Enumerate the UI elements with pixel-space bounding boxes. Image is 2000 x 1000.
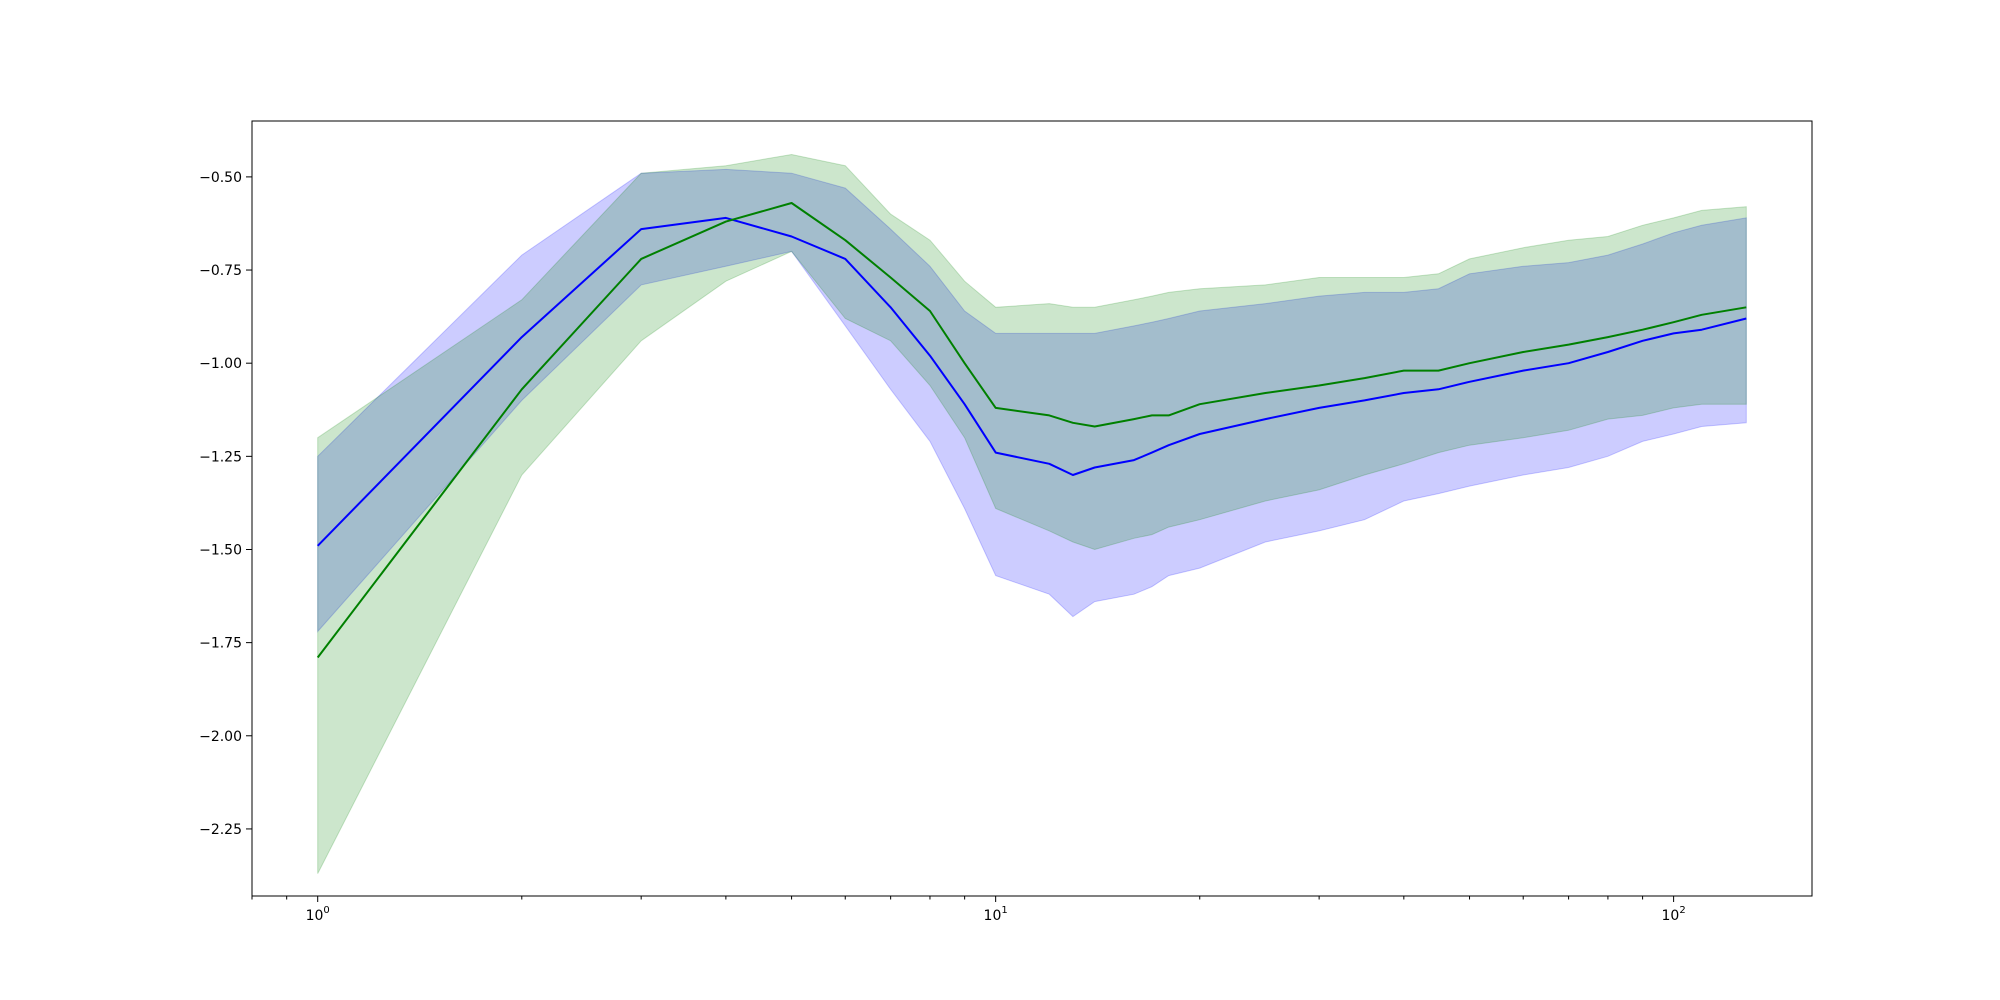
y-axis: −0.50 −0.75 −1.00 −1.25 −1.50 −1.75 −2.00 −2.25 bbox=[199, 170, 252, 838]
series-2-band bbox=[317, 153, 1747, 874]
x-tick-label: 102 bbox=[1662, 905, 1686, 924]
y-tick-label: −2.00 bbox=[199, 729, 242, 745]
x-tick-label: 100 bbox=[306, 905, 330, 924]
x-axis: 100 101 102 bbox=[251, 896, 1686, 924]
y-tick-label: −1.25 bbox=[199, 449, 242, 465]
series-1-line bbox=[316, 216, 1747, 547]
series-2-line bbox=[316, 202, 1747, 659]
y-tick-label: −1.50 bbox=[199, 542, 242, 558]
y-tick-label: −2.25 bbox=[199, 822, 242, 838]
y-tick-label: −0.75 bbox=[199, 263, 242, 279]
confidence-bands bbox=[317, 153, 1747, 874]
series-1-band bbox=[317, 168, 1747, 633]
y-tick-label: −1.00 bbox=[199, 356, 242, 372]
x-tick-label: 101 bbox=[984, 905, 1008, 924]
y-tick-label: −0.50 bbox=[199, 170, 242, 186]
plot-background bbox=[252, 121, 1812, 896]
plot-frame bbox=[251, 120, 1813, 897]
y-tick-label: −1.75 bbox=[199, 636, 242, 652]
series-lines bbox=[316, 202, 1747, 659]
